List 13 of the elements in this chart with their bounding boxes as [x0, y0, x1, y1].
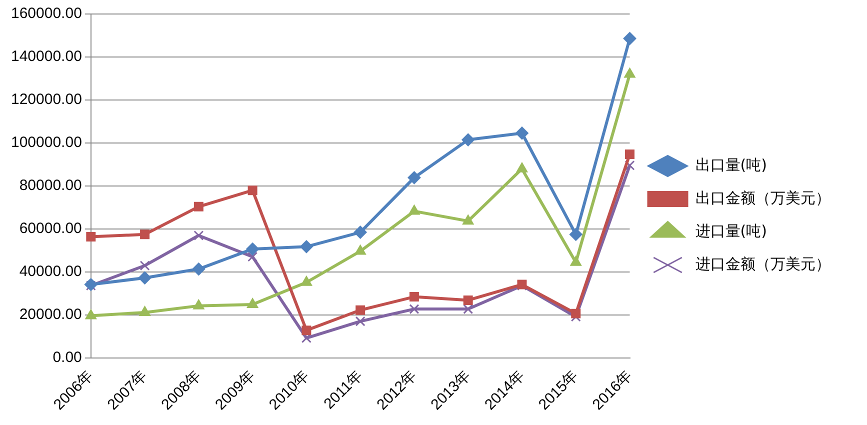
legend-label: 出口量(吨) [695, 156, 767, 174]
y-tick-label: 20000.00 [19, 306, 82, 324]
y-tick-label: 120000.00 [11, 91, 82, 108]
y-tick-label: 140000.00 [11, 48, 82, 66]
legend-label: 进口量(吨) [695, 222, 767, 240]
y-tick-label: 80000.00 [19, 177, 82, 194]
legend-label: 进口金额（万美元） [695, 254, 830, 273]
y-tick-label: 0.00 [52, 349, 82, 366]
y-tick-label: 100000.00 [11, 134, 82, 152]
y-tick-label: 160000.00 [11, 5, 82, 22]
y-tick-label: 60000.00 [19, 220, 82, 238]
legend-label: 出口金额（万美元） [695, 188, 830, 207]
y-tick-label: 40000.00 [19, 263, 82, 280]
